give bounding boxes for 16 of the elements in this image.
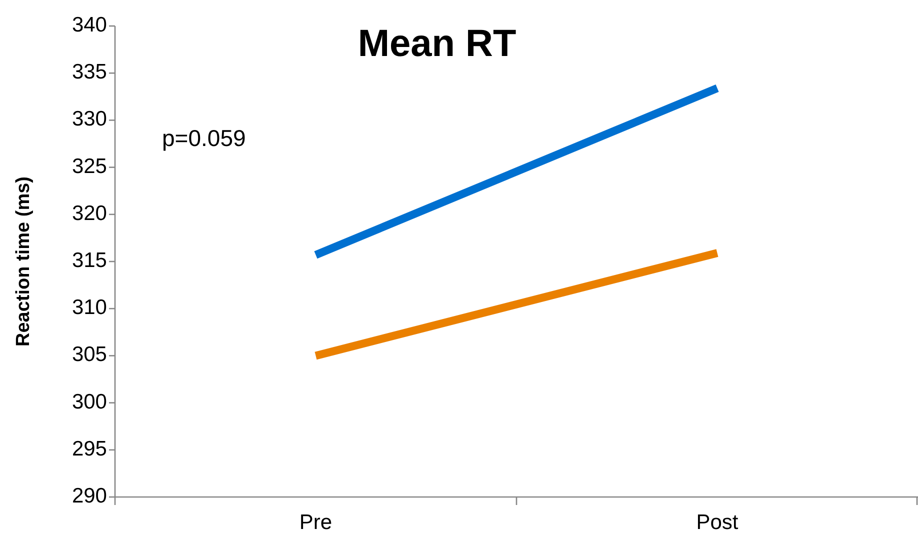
x-tick-label: Post (696, 511, 738, 534)
y-tick-label: 300 (72, 390, 107, 414)
chart-title: Mean RT (358, 23, 516, 65)
y-tick-label: 315 (72, 249, 107, 272)
y-tick-label: 330 (72, 108, 107, 131)
y-tick-label: 325 (72, 154, 107, 178)
y-tick-label: 320 (72, 202, 107, 225)
annotation: p=0.059 (162, 125, 246, 151)
y-tick-label: 295 (72, 437, 107, 460)
y-tick-label: 335 (72, 60, 107, 84)
y-tick-label: 340 (72, 14, 107, 37)
y-axis-title: Reaction time (ms) (13, 176, 34, 346)
x-tick-label: Pre (299, 511, 332, 534)
y-tick-label: 290 (72, 484, 107, 508)
y-tick-label: 305 (72, 343, 107, 366)
y-tick-label: 310 (72, 296, 107, 320)
